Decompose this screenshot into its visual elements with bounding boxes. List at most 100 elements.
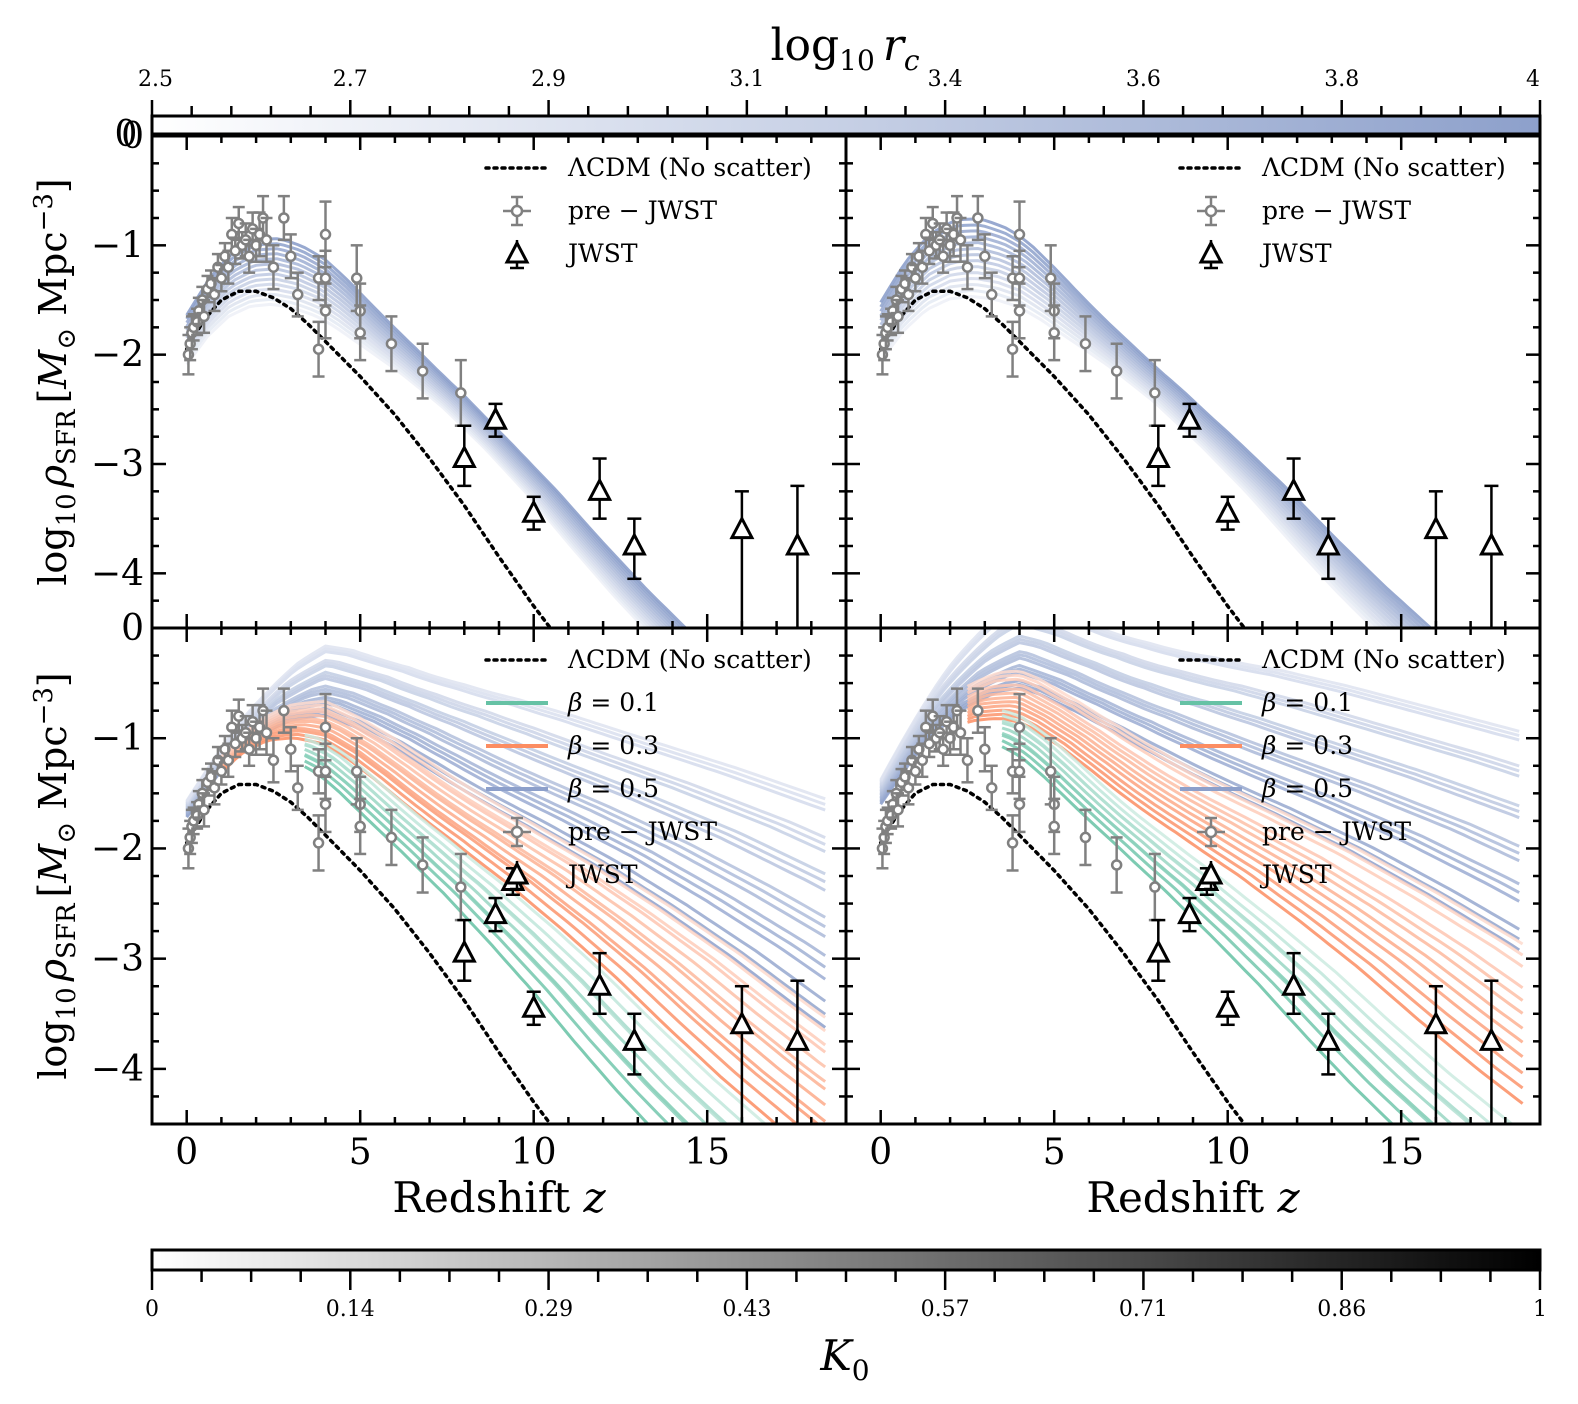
model-curve-beta-0.5 <box>185 647 826 806</box>
jwst-point <box>1177 900 1203 925</box>
y-tick-label: −4 <box>91 1049 144 1090</box>
model-curve-beta-0.5 <box>185 644 826 802</box>
pre-jwst-point <box>1110 365 1123 377</box>
pre-jwst-point <box>285 743 297 755</box>
model-curve-beta-0.5 <box>879 628 1520 788</box>
legend-beta-value: = 0.5 <box>582 774 659 803</box>
legend-beta-value: = 0.1 <box>582 688 659 717</box>
model-curve-beta-0.5 <box>185 661 826 846</box>
y-label-m: M <box>31 843 75 884</box>
model-curve-beta-0.5 <box>185 670 826 876</box>
pre-jwst-point <box>319 305 332 317</box>
model-curve-beta-0.1 <box>1001 731 1433 1124</box>
jwst-point <box>451 938 477 963</box>
x-tick-label: 0 <box>869 1132 892 1173</box>
legend-beta-symbol: β <box>567 731 582 760</box>
model-curve <box>185 262 672 628</box>
model-curve-beta-0.5 <box>879 656 1520 863</box>
model-curve <box>185 242 685 628</box>
y-label-10: 10 <box>52 987 82 1020</box>
legend-beta-symbol: β <box>1261 774 1276 803</box>
pre-jwst-point <box>243 250 255 263</box>
model-curve-beta-0.1 <box>1001 745 1395 1124</box>
legend-beta-value: = 0.3 <box>582 731 659 760</box>
y-label-mpc: Mpc <box>31 725 75 822</box>
y-tick-label: −1 <box>91 718 144 759</box>
jwst-point <box>521 994 547 1018</box>
top-colorbar-tick-label: 3.6 <box>1126 67 1161 92</box>
pre-jwst-point <box>291 782 304 794</box>
model-curve-beta-0.1 <box>304 742 727 1124</box>
panel-plot-area <box>876 628 1524 1124</box>
pre-jwst-point <box>1149 881 1161 893</box>
pre-jwst-point <box>979 250 991 263</box>
pre-jwst-point <box>455 881 467 893</box>
model-curve-beta-0.3 <box>966 708 1524 1075</box>
top-colorbar-title-c: c <box>904 44 920 77</box>
pre-jwst-point <box>1013 305 1026 317</box>
jwst-point <box>1215 994 1241 1018</box>
jwst-point <box>1423 1010 1449 1035</box>
y-tick-label: 0 <box>121 116 144 157</box>
bottom-colorbar-tick-label: 0.43 <box>722 1297 771 1322</box>
jwst-point <box>784 531 810 556</box>
y-tick-label: −2 <box>91 828 144 869</box>
bottom-colorbar-tick-label: 1 <box>1533 1297 1547 1322</box>
jwst-point <box>1315 531 1341 556</box>
panel-top-right: ΛCDM (No scatter) pre − JWST JWST <box>844 134 1542 630</box>
legend-pre-marker <box>510 204 524 218</box>
y-tick-label: −4 <box>91 553 144 594</box>
legend: ΛCDM (No scatter) pre − JWST JWST <box>1178 153 1506 270</box>
model-curve-beta-0.3 <box>966 687 1524 1002</box>
pre-jwst-point <box>215 272 228 284</box>
top-colorbar-tick-label: 3.8 <box>1324 67 1359 92</box>
legend-label: β = 0.5 <box>567 774 659 803</box>
top-colorbar-tick-label: 2.7 <box>333 67 368 92</box>
bottom-colorbar-ticks: 0 0.14 0.29 0.43 0.57 0.71 0.86 1 <box>145 1270 1547 1322</box>
model-curve <box>185 292 653 628</box>
jwst-point <box>1177 406 1203 430</box>
pre-jwst-point <box>354 820 366 833</box>
y-label-close: ] <box>31 672 75 687</box>
legend-label: pre − JWST <box>1262 196 1411 225</box>
x-axis-label: Redshift z <box>1086 1173 1300 1222</box>
legend-beta-value: = 0.1 <box>1276 688 1353 717</box>
model-curve-beta-0.3 <box>220 713 827 1069</box>
pre-jwst-point <box>1013 765 1026 778</box>
y-label-log: log <box>31 1020 75 1079</box>
pre-jwst-point <box>385 831 398 844</box>
pre-jwst-point <box>972 704 984 717</box>
jwst-point <box>621 1027 647 1051</box>
pre-jwst-point <box>198 310 210 323</box>
pre-jwst-point <box>416 365 429 377</box>
pre-jwst-point <box>892 310 904 323</box>
jwst-point <box>587 972 613 996</box>
pre-jwst-point <box>312 343 325 355</box>
model-curve <box>879 223 1429 628</box>
model-curve <box>185 302 647 628</box>
bottom-colorbar-title: K0 <box>819 1331 869 1387</box>
model-curve-beta-0.3 <box>966 695 1524 1030</box>
legend-label: β = 0.3 <box>1261 731 1353 760</box>
pre-jwst-point <box>416 859 429 871</box>
model-curve-beta-0.5 <box>879 650 1520 848</box>
legend-label: pre − JWST <box>1262 817 1411 846</box>
pre-jwst-point <box>909 272 922 284</box>
model-curve <box>185 282 659 628</box>
pre-jwst-point <box>1013 228 1026 241</box>
bottom-colorbar-tick-label: 0.29 <box>524 1297 573 1322</box>
pre-jwst-point <box>350 765 363 778</box>
model-curve <box>879 246 1411 628</box>
legend-label: JWST <box>565 860 638 889</box>
legend-pre-marker <box>1204 204 1218 218</box>
pre-jwst-point <box>319 798 332 811</box>
model-curve <box>185 277 663 628</box>
pre-jwst-point <box>1048 820 1060 833</box>
model-curve <box>185 297 650 628</box>
pre-jwst-point <box>319 721 332 733</box>
legend-label: JWST <box>1259 860 1332 889</box>
pre-jwst-point <box>319 228 332 241</box>
top-colorbar-tick-label: 2.5 <box>138 67 173 92</box>
pre-jwst-point <box>1044 272 1057 284</box>
